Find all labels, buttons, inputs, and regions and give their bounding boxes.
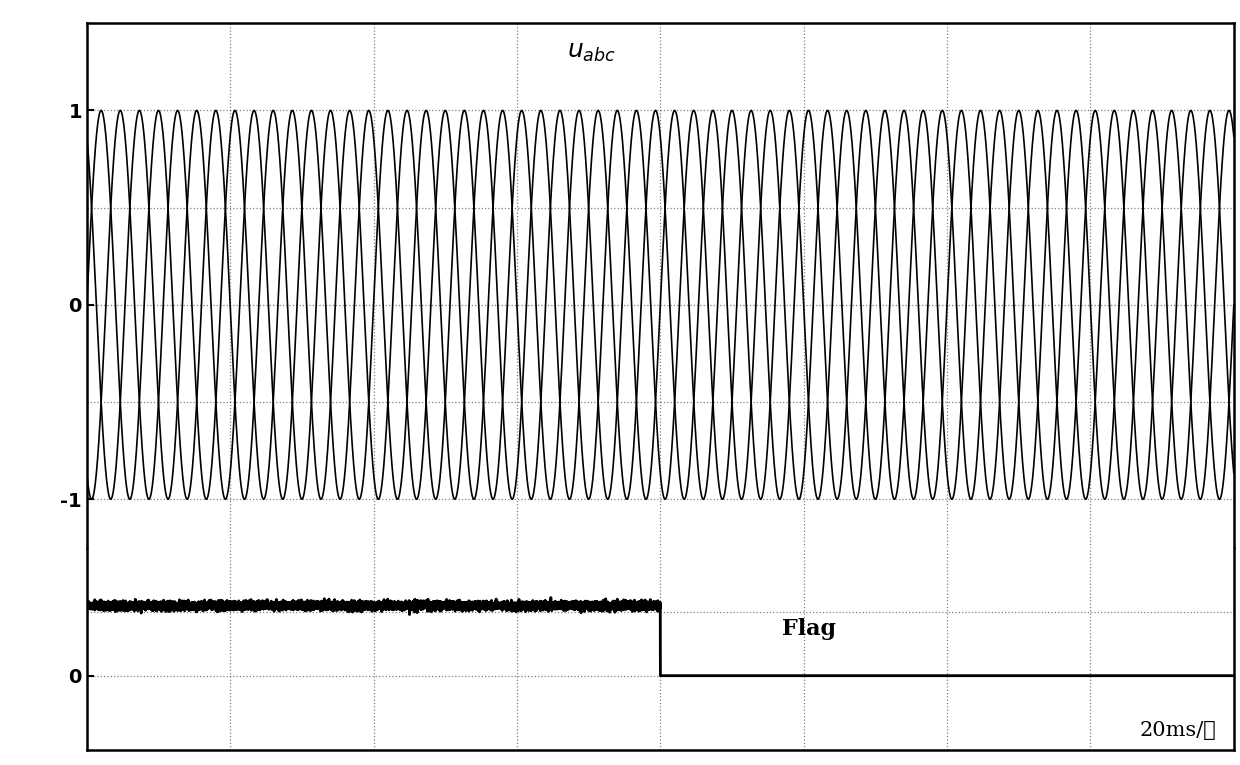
Text: Flag: Flag [782,617,837,640]
Text: 20ms/格: 20ms/格 [1140,721,1216,740]
Text: $u_{abc}$: $u_{abc}$ [567,41,616,64]
